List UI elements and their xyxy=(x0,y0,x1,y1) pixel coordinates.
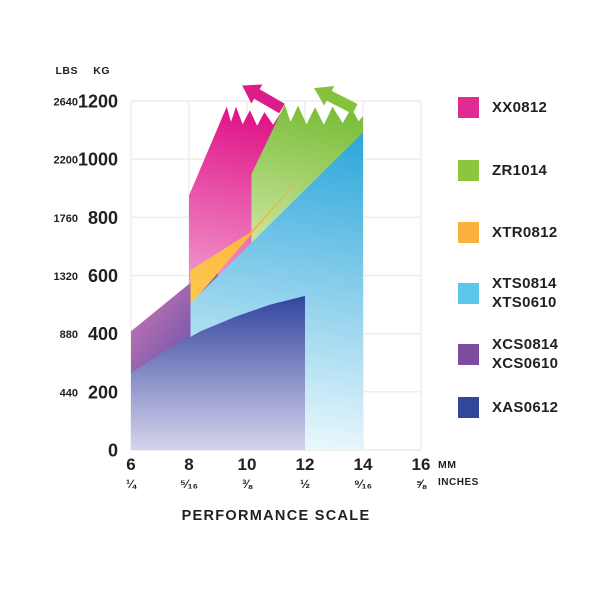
svg-text:6: 6 xyxy=(126,455,135,474)
legend: XX0812 ZR1014 XTR0812 XTS0814 XTS0610 XCS0814… xyxy=(458,0,598,600)
svg-text:16: 16 xyxy=(412,455,431,474)
legend-swatch-zr1014 xyxy=(458,160,479,181)
legend-item-xcs0814-xcs0610: XCS0814 XCS0610 xyxy=(458,335,558,373)
svg-text:200: 200 xyxy=(88,382,118,402)
legend-label-xx0812: XX0812 xyxy=(492,99,548,116)
legend-item-xx0812: XX0812 xyxy=(458,97,547,118)
legend-swatch-xas0612 xyxy=(458,397,479,418)
svg-text:0: 0 xyxy=(108,441,118,461)
svg-text:1760: 1760 xyxy=(54,213,78,225)
off-scale-arrow-zr1014 xyxy=(314,85,358,114)
svg-text:600: 600 xyxy=(88,266,118,286)
svg-text:8: 8 xyxy=(184,455,193,474)
legend-swatch-xcs0814-xcs0610 xyxy=(458,343,479,365)
left-axis-ticks: 1200264010002200800176060013204008802004… xyxy=(54,92,118,461)
svg-text:400: 400 xyxy=(88,324,118,344)
legend-swatch-xts0814-xts0610 xyxy=(458,282,479,304)
svg-text:800: 800 xyxy=(88,208,118,228)
svg-text:⁵⁄₁₆: ⁵⁄₁₆ xyxy=(180,477,198,491)
svg-text:440: 440 xyxy=(60,387,78,399)
legend-label-zr1014: ZR1014 xyxy=(492,162,548,179)
svg-text:½: ½ xyxy=(300,477,310,491)
legend-label-xts0814-xts0610: XTS0814 XTS0610 xyxy=(492,275,557,311)
band-xtr0812 xyxy=(190,171,306,305)
svg-text:14: 14 xyxy=(354,455,373,474)
off-scale-arrow-xx0812 xyxy=(242,84,285,114)
band-xas0612 xyxy=(131,295,305,450)
svg-text:1320: 1320 xyxy=(54,271,78,283)
legend-swatch-xx0812 xyxy=(458,97,479,118)
legend-label-xas0612: XAS0612 xyxy=(492,399,559,416)
svg-text:12: 12 xyxy=(296,455,315,474)
svg-text:1200: 1200 xyxy=(78,92,118,112)
lbs-unit-label: LBS xyxy=(55,65,78,77)
svg-text:⁹⁄₁₆: ⁹⁄₁₆ xyxy=(354,477,372,491)
legend-label-xcs0814-xcs0610: XCS0814 XCS0610 xyxy=(492,336,559,372)
legend-item-xtr0812: XTR0812 xyxy=(458,222,557,243)
svg-text:880: 880 xyxy=(60,329,78,341)
legend-item-xas0612: XAS0612 xyxy=(458,397,558,418)
svg-text:⅜: ⅜ xyxy=(242,477,253,491)
svg-text:10: 10 xyxy=(238,455,257,474)
bottom-axis-ticks: 6 ¼ 8 ⁵⁄₁₆ 10 ⅜ 12 ½ 14 ⁹⁄₁₆ 16 ⅝ xyxy=(126,455,430,491)
kg-unit-label: KG xyxy=(93,65,110,77)
svg-text:1000: 1000 xyxy=(78,150,118,170)
legend-label-xtr0812: XTR0812 xyxy=(492,224,558,241)
svg-text:2200: 2200 xyxy=(54,155,78,167)
svg-text:¼: ¼ xyxy=(126,477,137,491)
inches-unit-label: INCHES xyxy=(438,477,479,488)
legend-item-xts0814-xts0610: XTS0814 XTS0610 xyxy=(458,274,557,312)
legend-item-zr1014: ZR1014 xyxy=(458,160,547,181)
svg-text:⅝: ⅝ xyxy=(416,477,427,491)
chart-title: PERFORMANCE SCALE xyxy=(181,508,371,524)
svg-text:2640: 2640 xyxy=(54,97,78,109)
mm-unit-label: MM xyxy=(438,459,457,471)
legend-swatch-xtr0812 xyxy=(458,222,479,243)
